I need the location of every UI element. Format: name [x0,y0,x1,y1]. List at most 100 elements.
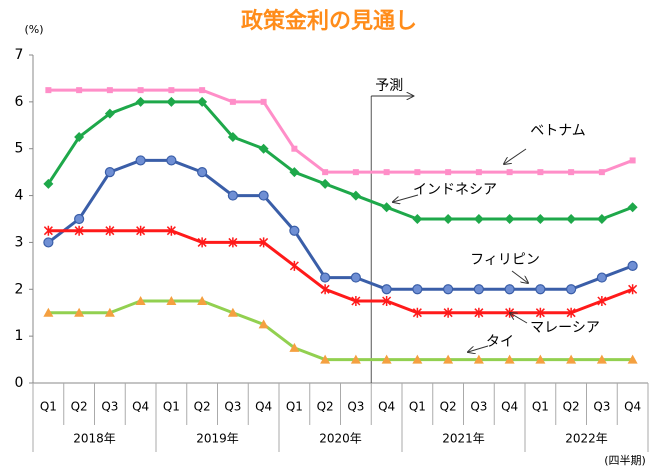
marker [320,284,330,295]
x-tick-label: Q3 [470,400,487,414]
x-tick-label: Q4 [501,400,518,414]
marker [74,213,85,225]
series-label: インドネシア [413,182,497,198]
marker [443,214,454,224]
label-arrow [511,270,528,283]
x-tick-label: Q1 [532,400,549,414]
marker [351,296,361,306]
marker [320,272,331,283]
series-line [48,299,633,362]
marker [537,169,544,176]
marker [43,225,53,236]
marker [104,307,115,317]
marker [322,169,329,176]
marker [166,155,177,166]
x-tick-label: Q1 [163,400,180,414]
marker [443,354,454,364]
marker [381,202,392,213]
marker [412,284,423,295]
x-tick-label: Q4 [624,400,641,414]
marker [74,225,84,236]
y-tick-label: 4 [15,188,24,204]
marker [320,178,331,189]
marker [474,307,484,318]
marker [104,108,115,119]
x-tick-label: Q3 [593,400,610,414]
year-label: 2020年 [319,432,362,446]
series-label: マレーシア [530,320,600,336]
year-label: 2021年 [442,432,485,446]
marker [291,145,298,152]
marker [135,296,146,305]
marker [289,225,300,236]
marker [137,87,144,94]
series-label: フィリピン [470,252,540,268]
marker [443,307,453,318]
y-tick-label: 2 [15,281,24,297]
label-arrow [468,345,489,352]
marker [596,272,607,283]
marker [504,284,515,295]
y-tick-label: 6 [15,94,24,110]
marker [473,214,484,224]
x-tick-label: Q4 [132,400,149,414]
series-line [47,158,634,291]
label-arrow [393,194,419,202]
marker [506,169,513,176]
marker [566,307,576,318]
marker [629,157,636,164]
marker [412,307,422,318]
marker [289,342,300,352]
marker [383,169,390,176]
x-tick-label: Q4 [255,400,272,414]
x-tick-label: Q1 [40,400,57,414]
x-tick-label: Q1 [409,400,426,414]
marker [74,307,85,317]
series-line [48,229,634,315]
marker [289,167,300,178]
y-tick-label: 1 [15,328,24,344]
marker [135,96,146,107]
marker [105,225,115,236]
x-tick-label: Q2 [440,400,457,414]
marker [166,96,177,107]
marker [76,87,83,94]
marker [566,214,577,224]
marker [443,284,454,295]
marker [197,167,208,178]
series-line [48,88,634,174]
marker [258,190,269,201]
forecast-label: 予測 [375,78,403,94]
label-arrow [504,148,527,164]
marker [350,354,361,364]
marker [166,225,176,236]
marker [260,98,267,105]
marker [320,354,331,364]
x-tick-label: Q4 [378,400,395,414]
marker [199,87,206,94]
series-label: タイ [486,334,514,350]
marker [566,354,577,364]
marker [568,169,575,176]
marker [168,87,175,94]
marker [197,296,208,305]
marker [566,284,577,295]
marker [628,284,638,295]
marker [598,169,605,176]
marker [43,237,54,248]
marker [197,96,208,107]
marker [45,87,52,94]
marker [43,178,54,189]
chart-title: 政策金利の見通し [241,8,417,34]
y-tick-label: 3 [15,234,24,250]
marker [475,169,482,176]
marker [136,225,146,236]
marker [258,319,269,329]
marker [381,284,392,295]
marker [74,132,85,142]
marker [627,260,638,271]
marker [412,214,423,224]
marker [627,354,638,364]
x-tick-label: Q2 [71,400,88,414]
